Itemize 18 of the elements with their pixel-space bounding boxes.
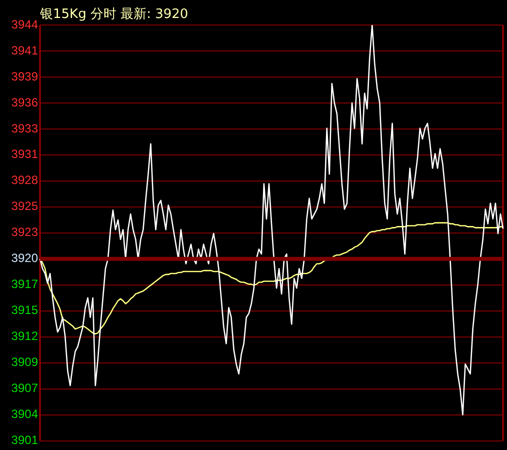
- chart-title: 银15Kg 分时 最新: 3920: [40, 6, 188, 23]
- y-tick-label: 3904: [11, 407, 38, 422]
- y-tick-label: 3941: [11, 43, 38, 58]
- y-tick-label: 3936: [11, 95, 38, 110]
- y-tick-label: 3915: [11, 303, 38, 318]
- y-tick-label: 3931: [11, 147, 38, 162]
- y-tick-label: 3925: [11, 199, 38, 214]
- y-tick-label: 3917: [11, 277, 38, 292]
- y-tick-label: 3933: [11, 121, 38, 136]
- y-tick-label: 3920: [11, 251, 38, 266]
- y-tick-label: 3944: [11, 17, 38, 32]
- y-tick-label: 3909: [11, 355, 38, 370]
- y-tick-label: 3907: [11, 381, 38, 396]
- y-tick-label: 3901: [11, 433, 38, 448]
- y-tick-label: 3939: [11, 69, 38, 84]
- y-tick-label: 3912: [11, 329, 38, 344]
- y-tick-label: 3928: [11, 173, 38, 188]
- y-tick-label: 3923: [11, 225, 38, 240]
